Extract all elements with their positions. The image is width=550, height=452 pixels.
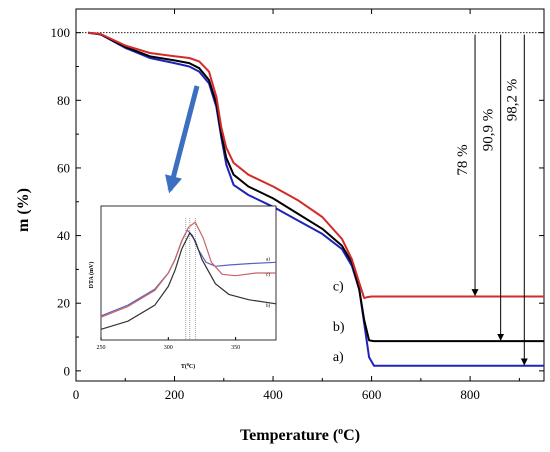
mass-loss-label: 98,2 % — [504, 79, 520, 122]
inset-curve-label: a) — [266, 257, 270, 262]
y-tick-label: 0 — [64, 363, 71, 378]
x-axis-label: Temperature (oC) — [240, 426, 360, 444]
mass-loss-label: 78 % — [455, 144, 471, 175]
series-line-b — [88, 31, 544, 343]
series-line-a — [88, 31, 544, 367]
inset-pointer-arrow — [165, 85, 200, 194]
y-tick-label: 20 — [57, 296, 70, 311]
x-tick-label: 0 — [73, 387, 80, 402]
y-tick-label: 80 — [57, 93, 70, 108]
inset-ticks-layer: 250 300 350 a) c) b) — [97, 257, 271, 351]
x-tick-label: 800 — [460, 387, 480, 402]
inset-frame — [100, 205, 277, 341]
curve-label: b) — [333, 320, 345, 335]
dta-inset: 250 300 350 a) c) b) DTA (mV) T(0C) — [88, 205, 277, 370]
series-line-c — [88, 31, 544, 300]
main-ticks-layer: 0 200 400 600 800 0 20 40 60 80 100 — [51, 9, 544, 402]
y-tick-label: 100 — [51, 25, 71, 40]
curve-label: c) — [333, 279, 344, 294]
inset-series-line-c — [100, 221, 276, 318]
mass-loss-label: 90,9 % — [481, 109, 497, 152]
x-tick-label: 400 — [263, 387, 283, 402]
x-tick-label: 600 — [362, 387, 382, 402]
x-tick-label: 200 — [165, 387, 185, 402]
inset-curve-label: b) — [266, 304, 271, 309]
inset-x-tick-label: 300 — [164, 345, 173, 351]
y-tick-label: 40 — [57, 228, 70, 243]
main-series-layer — [88, 31, 544, 367]
inset-x-tick-label: 350 — [231, 345, 240, 351]
inset-y-axis-label: DTA (mV) — [88, 262, 95, 289]
inset-series-layer — [100, 218, 277, 340]
inset-x-tick-label: 250 — [97, 345, 106, 351]
curve-label: a) — [333, 350, 344, 365]
y-tick-label: 60 — [57, 160, 70, 175]
inset-curve-label: c) — [266, 273, 270, 278]
y-axis-label: m (%) — [15, 188, 32, 232]
main-annotation-layer: 78 % 90,9 % 98,2 % c) b) a) — [333, 34, 528, 366]
inset-series-line-b — [100, 231, 277, 330]
inset-x-axis-label: T(0C) — [181, 362, 195, 370]
